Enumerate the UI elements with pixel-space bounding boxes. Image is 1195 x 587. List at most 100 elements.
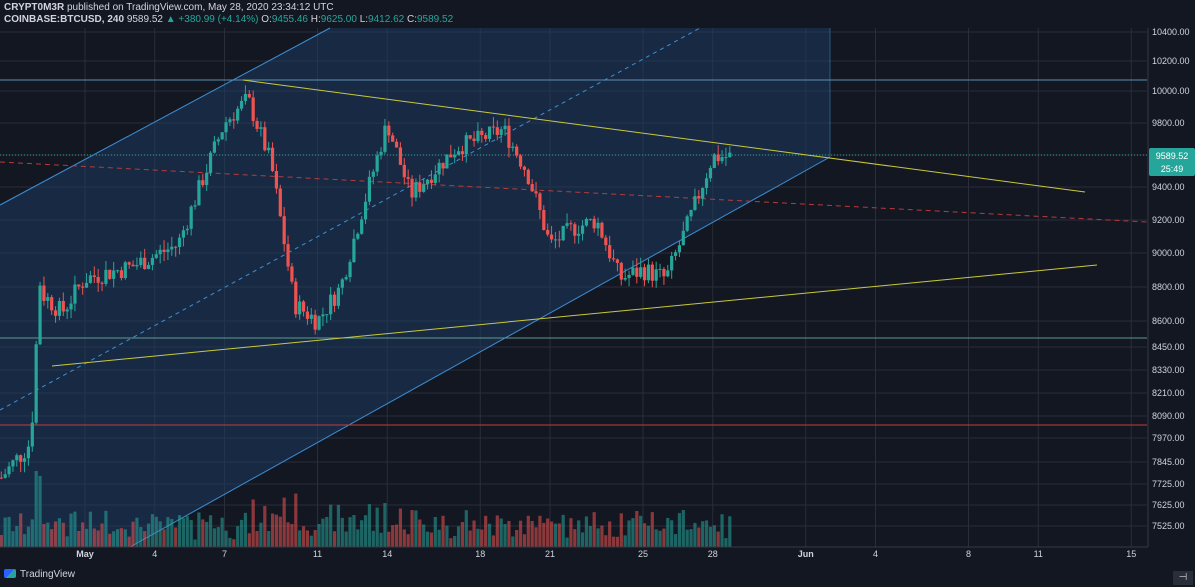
candle-body [503,125,507,130]
volume-bar [383,503,387,547]
volume-bar [503,524,507,547]
volume-bar [441,515,445,547]
y-tick-label: 9800.00 [1152,118,1185,128]
volume-bar [243,512,248,547]
candle-body [208,152,213,173]
volume-bar [650,512,654,547]
x-tick-label: 14 [382,549,392,559]
volume-bar [379,532,383,547]
volume-bar [216,527,220,547]
tradingview-logo[interactable]: TradingView [4,569,75,580]
volume-bar [290,524,294,547]
volume-bar [666,517,670,547]
volume-bar [317,523,321,547]
volume-bar [611,536,616,547]
candle-body [236,108,240,121]
volume-bar [507,520,511,547]
candle-body [263,127,267,151]
y-tick-label: 8800.00 [1152,282,1185,292]
volume-bar [654,529,658,547]
candle-body [453,154,457,158]
x-tick-label: 21 [545,549,555,559]
volume-bar [181,518,186,547]
volume-bar [592,512,596,547]
volume-bar [309,535,313,547]
candle-body [30,422,34,447]
candle-body [3,474,7,478]
publish-line: CRYPT0M3R published on TradingView.com, … [4,2,334,13]
volume-bar [321,518,325,547]
candle-body [495,127,499,135]
volume-bar [565,537,569,547]
y-tick-label: 8210.00 [1152,388,1185,398]
scroll-to-realtime-button[interactable]: ⊣ [1173,571,1193,585]
volume-bar [38,475,42,547]
candle-body [588,218,592,220]
volume-bar [15,525,19,547]
volume-bar [220,517,224,547]
volume-bar [340,517,344,547]
volume-bar [639,515,643,547]
candle-body [363,201,368,220]
volume-bar [267,530,271,547]
volume-bar [557,523,561,547]
author-name[interactable]: CRYPT0M3R [4,2,65,13]
volume-bar [278,516,282,547]
candle-body [472,138,476,142]
candle-body [484,135,488,139]
volume-bar [453,536,457,547]
y-tick-label: 9400.00 [1152,182,1185,192]
candle-body [301,301,306,312]
y-tick-label: 9200.00 [1152,215,1185,225]
candle-body [429,179,434,183]
volume-bar [701,521,705,547]
x-tick-label: 8 [966,549,971,559]
candle-body [356,233,360,239]
countdown-label: 25:49 [1161,164,1184,174]
volume-bar [670,520,674,547]
x-tick-label: 25 [638,549,648,559]
volume-bar [538,515,542,547]
volume-bar [429,532,434,547]
volume-bar [604,535,608,547]
symbol-label[interactable]: COINBASE:BTCUSD, 240 [4,14,125,25]
candle-body [394,141,399,148]
volume-bar [332,531,337,547]
last-price-badge-label: 9589.52 [1156,151,1189,161]
candle-body [197,180,201,206]
volume-bar [174,527,178,547]
volume-bar [406,534,410,547]
volume-bar [472,520,476,547]
volume-bar [263,505,267,547]
candle-body [542,209,546,230]
candle-body [491,126,496,128]
candle-body [456,151,461,155]
volume-bar [305,530,310,547]
candle-body [375,155,379,172]
volume-bar [371,530,375,547]
volume-bar [658,530,662,547]
candle-body [34,344,38,423]
candle-body [88,275,93,283]
volume-bar [468,530,472,547]
volume-bar [460,522,465,547]
candle-body [216,139,220,142]
candle-body [201,180,205,186]
volume-bar [329,504,333,547]
candle-body [654,269,658,281]
volume-bar [236,526,240,547]
candle-body [701,187,705,199]
y-tick-label: 8450.00 [1152,342,1185,352]
volume-bar [150,514,155,547]
volume-bar [437,529,441,547]
volume-bar [104,510,108,547]
volume-bar [600,525,604,547]
candle-body [61,301,65,312]
candle-body [433,174,437,183]
volume-bar [158,521,162,547]
volume-bar [398,508,403,547]
volume-bar [224,530,228,547]
candle-body [290,266,294,282]
candle-body [112,270,116,279]
